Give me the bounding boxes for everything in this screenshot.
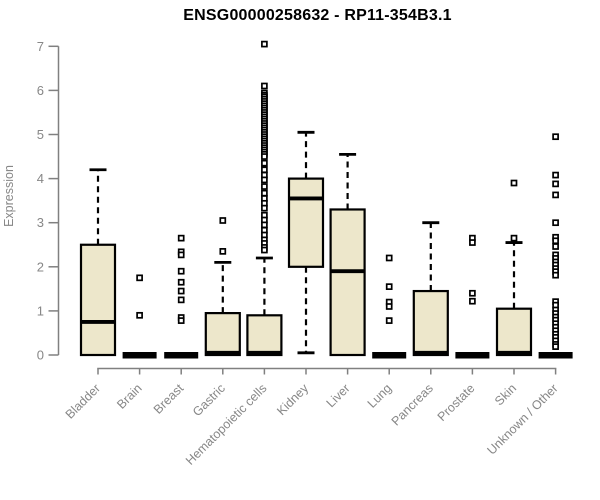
outlier-point	[385, 303, 393, 310]
box-hematopoietic-cells	[246, 40, 283, 357]
y-tick-label: 7	[37, 39, 44, 54]
outlier-point	[552, 271, 559, 279]
outlier-point	[177, 234, 185, 242]
outlier-point	[552, 180, 559, 188]
iqr-box	[204, 312, 241, 357]
outlier-point	[552, 219, 559, 227]
x-category-label: Kidney	[274, 381, 311, 418]
y-tick-label: 1	[37, 303, 44, 318]
box-prostate	[455, 234, 490, 359]
x-category-label: Breast	[151, 381, 187, 417]
y-tick-label: 4	[37, 171, 44, 186]
collapsed-box	[455, 352, 490, 359]
outlier-point	[261, 153, 268, 160]
outlier-point	[552, 243, 559, 250]
outlier-point	[177, 251, 185, 259]
outlier-point	[385, 283, 393, 290]
outlier-point	[261, 246, 268, 254]
iqr-box	[246, 314, 283, 357]
outlier-point	[177, 267, 185, 275]
chart-title: ENSG00000258632 - RP11-354B3.1	[183, 7, 452, 24]
collapsed-box	[372, 352, 407, 359]
collapsed-box	[538, 352, 573, 359]
box-kidney	[287, 130, 325, 355]
outlier-point	[261, 159, 268, 167]
outlier-point	[177, 287, 185, 295]
outlier-point	[469, 289, 476, 297]
y-tick-label: 2	[37, 259, 44, 274]
y-axis-title: Expression	[2, 165, 16, 227]
outlier-point	[385, 254, 393, 262]
outlier-point	[177, 278, 185, 286]
box-gastric	[204, 217, 241, 357]
outlier-point	[136, 311, 143, 319]
box-brain	[122, 274, 157, 359]
iqr-box	[287, 177, 325, 268]
outlier-point	[552, 237, 559, 245]
outlier-point	[261, 221, 268, 229]
box-lung	[372, 254, 407, 359]
box-liver	[329, 152, 366, 357]
x-category-label: Skin	[492, 381, 519, 408]
iqr-box	[79, 243, 117, 357]
outlier-point	[261, 40, 268, 48]
y-tick-label: 3	[37, 215, 44, 230]
x-category-label: Brain	[114, 381, 145, 412]
box-pancreas	[412, 221, 449, 357]
iqr-box	[329, 208, 366, 357]
outlier-point	[177, 317, 185, 324]
outlier-point	[469, 239, 476, 246]
collapsed-box	[164, 352, 199, 359]
outlier-point	[385, 317, 393, 324]
outlier-point	[219, 248, 227, 255]
collapsed-box	[122, 352, 157, 359]
outlier-point	[552, 343, 559, 350]
x-category-label: Unknown / Other	[484, 381, 560, 457]
x-category-label: Prostate	[435, 381, 478, 424]
x-category-label: Pancreas	[389, 381, 436, 428]
x-category-label: Lung	[365, 381, 395, 411]
x-category-label: Bladder	[63, 381, 103, 421]
x-category-label: Liver	[324, 381, 353, 410]
outlier-point	[552, 133, 559, 141]
y-tick-label: 6	[37, 83, 44, 98]
iqr-box	[412, 289, 449, 357]
outlier-point	[261, 204, 268, 212]
outlier-point	[261, 82, 268, 90]
box-skin	[495, 179, 533, 357]
x-category-label: Hematopoietic cells	[183, 381, 270, 468]
outlier-point	[510, 179, 518, 187]
x-category-label: Gastric	[190, 381, 228, 419]
outlier-point	[136, 274, 143, 282]
outlier-point	[261, 176, 268, 184]
outlier-point	[552, 171, 559, 179]
outlier-point	[469, 297, 476, 305]
outlier-point	[510, 234, 518, 242]
outlier-point	[219, 217, 227, 224]
outlier-point	[177, 296, 185, 304]
outlier-point	[261, 183, 268, 190]
iqr-box	[495, 307, 533, 357]
outlier-point	[261, 166, 268, 174]
outlier-point	[261, 189, 268, 197]
box-bladder	[79, 168, 117, 357]
box-unknown-other	[538, 133, 573, 359]
y-tick-label: 0	[37, 348, 44, 363]
outlier-point	[552, 191, 559, 199]
y-tick-label: 5	[37, 127, 44, 142]
box-breast	[164, 234, 199, 359]
